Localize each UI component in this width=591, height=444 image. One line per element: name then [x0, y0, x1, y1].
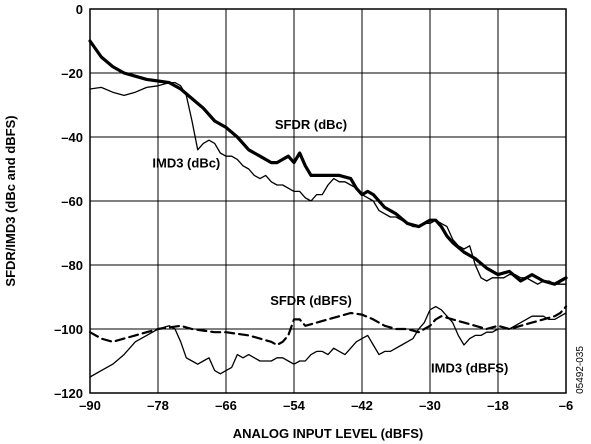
y-tick-label: –120: [54, 386, 83, 401]
x-tick-label: –30: [419, 398, 441, 413]
x-axis-label: ANALOG INPUT LEVEL (dBFS): [233, 426, 423, 441]
y-tick-label: –80: [61, 258, 83, 273]
y-tick-label: –20: [61, 66, 83, 81]
grid: [89, 8, 567, 394]
annotation-label: SFDR (dBFS): [270, 293, 352, 308]
x-tick-label: –78: [147, 398, 169, 413]
annotations: SFDR (dBc) IMD3 (dBc) SFDR (dBFS) IMD3 (dBF…: [152, 117, 508, 375]
x-tick-label: –42: [351, 398, 373, 413]
y-tick-label: –40: [61, 130, 83, 145]
annotation-label: SFDR (dBc): [275, 117, 347, 132]
y-tick-label: –60: [61, 194, 83, 209]
y-axis-label: SFDR/IMD3 (dBc and dBFS): [3, 115, 18, 286]
x-tick-label: –6: [559, 398, 573, 413]
tick-labels: –90 –78 –66 –54 –42 –30 –18 –60–20–40–60–80–100…: [54, 2, 573, 413]
figure-id: 05492-035: [575, 346, 586, 394]
x-tick-label: –66: [215, 398, 237, 413]
annotation-label: IMD3 (dBFS): [431, 360, 508, 375]
series-group: [88, 39, 568, 378]
y-tick-label: 0: [76, 2, 83, 17]
x-tick-label: –18: [487, 398, 509, 413]
series-line-sfdr-dbfs: [88, 305, 568, 347]
annotation-label: IMD3 (dBc): [152, 156, 220, 171]
plot-frame: [89, 8, 567, 394]
x-tick-label: –54: [283, 398, 305, 413]
y-tick-label: –100: [54, 322, 83, 337]
series-line-imd3-dbfs: [89, 305, 567, 378]
series-line-imd3-dbc: [89, 81, 567, 285]
x-tick-label: –90: [79, 398, 101, 413]
